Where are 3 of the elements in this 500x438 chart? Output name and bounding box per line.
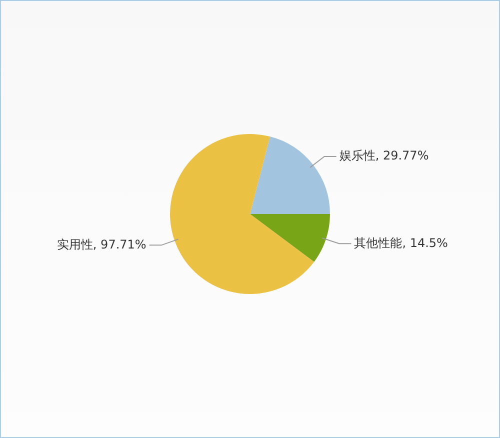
slice-label: 实用性, 97.71% <box>56 237 146 252</box>
slice-label: 其他性能, 14.5% <box>354 236 448 250</box>
slice-label: 娱乐性, 29.77% <box>339 148 429 163</box>
